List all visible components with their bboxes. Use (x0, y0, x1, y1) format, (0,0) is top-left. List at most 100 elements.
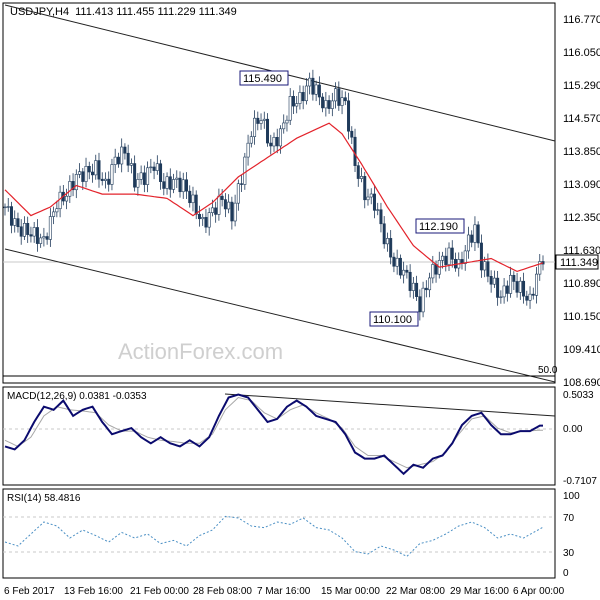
price-tick: 112.350 (563, 212, 600, 224)
price-tick: 109.410 (563, 344, 600, 356)
candle-body (324, 100, 328, 109)
candle-body (272, 137, 276, 147)
annotation-box (415, 218, 465, 234)
candle-body (155, 163, 159, 171)
candle-body (473, 224, 477, 243)
candle-body (389, 238, 393, 258)
candle-body (366, 196, 370, 201)
high-annotation-115490: 115.490 (239, 70, 289, 86)
time-tick: 29 Mar 16:00 (450, 586, 509, 597)
candle-body (149, 166, 153, 169)
candle-body (6, 206, 10, 208)
candle-body (447, 247, 451, 265)
candle-body (441, 255, 445, 261)
candle-body (116, 156, 120, 165)
candle-body (476, 224, 480, 244)
candle-body (356, 165, 360, 179)
candle-body (408, 271, 412, 291)
candle-body (415, 282, 419, 297)
price-tick: 113.090 (563, 179, 600, 191)
annotation-text: 110.100 (373, 314, 412, 326)
candle-body (340, 97, 344, 106)
candle-body (515, 281, 519, 293)
candle-body (285, 119, 289, 124)
candle-body (217, 195, 221, 215)
candle-body (369, 193, 373, 198)
candle-body (13, 218, 17, 226)
candle-body (87, 165, 91, 173)
candle-body (512, 274, 516, 282)
candle-body (314, 84, 318, 95)
candle-body (321, 96, 325, 109)
candle-body (382, 223, 386, 245)
candle-body (463, 250, 467, 264)
candle-body (107, 178, 111, 185)
candle-body (486, 261, 490, 277)
candle-body (100, 178, 104, 181)
candle-body (288, 96, 292, 121)
candle-body (58, 191, 62, 210)
candle-body (295, 103, 299, 107)
macd-main-line (4, 393, 543, 476)
candle-body (78, 171, 82, 175)
candle-body (291, 96, 295, 107)
candle-body (207, 212, 211, 228)
rsi-line (4, 515, 544, 558)
candle-body (278, 128, 282, 147)
candle-body (175, 177, 179, 180)
annotation-text: 115.490 (243, 73, 282, 85)
candle-body (32, 227, 36, 237)
time-axis: 6 Feb 2017 13 Feb 16:00 21 Feb 00:00 28 … (4, 586, 565, 597)
candle-body (129, 163, 133, 166)
macd-tick: -0.7107 (563, 476, 597, 487)
candle-body (499, 296, 503, 298)
candle-body (518, 280, 522, 293)
candle-body (450, 247, 454, 260)
candle-body (16, 218, 20, 228)
candle-body (48, 216, 52, 240)
candle-body (71, 181, 75, 191)
candle-body (133, 163, 137, 188)
candle-body (298, 92, 302, 104)
candle-body (489, 276, 493, 285)
candle-body (317, 84, 321, 98)
candle-body (194, 194, 198, 215)
price-tick: 115.290 (563, 80, 600, 92)
price-tick: 108.690 (563, 377, 600, 389)
candle-body (178, 177, 182, 193)
candle-body (136, 179, 140, 188)
time-tick: 6 Feb 2017 (4, 586, 55, 597)
candle-body (418, 296, 422, 313)
candle-body (372, 193, 376, 211)
rsi-title: RSI(14) 58.4816 (7, 493, 81, 504)
candle-body (411, 282, 415, 291)
candle-body (431, 264, 435, 279)
time-tick: 13 Feb 16:00 (64, 586, 123, 597)
candle-body (405, 269, 409, 273)
candle-body (492, 277, 496, 285)
price-tick: 116.770 (563, 14, 600, 26)
macd-tick: 0.00 (563, 424, 583, 435)
macd-trendline (224, 393, 556, 417)
candle-body (236, 183, 240, 204)
candle-body (120, 146, 124, 165)
time-tick: 15 Mar 00:00 (321, 586, 380, 597)
candle-body (466, 234, 470, 252)
candle-body (172, 179, 176, 190)
candle-body (275, 137, 279, 147)
candle-body (479, 242, 483, 271)
current-price-box (555, 254, 599, 270)
candle-body (483, 261, 487, 271)
candle-body (398, 257, 402, 276)
time-tick: 22 Mar 08:00 (386, 586, 445, 597)
rsi-tick: 30 (563, 548, 575, 559)
candle-body (142, 172, 146, 185)
candle-body (538, 261, 542, 275)
price-tick: 111.630 (563, 245, 600, 257)
candle-body (22, 223, 26, 237)
candle-body (395, 257, 399, 267)
candle-body (528, 293, 532, 301)
rsi-panel-frame (2, 488, 556, 579)
candle-body (502, 285, 506, 298)
candle-body (402, 269, 406, 276)
